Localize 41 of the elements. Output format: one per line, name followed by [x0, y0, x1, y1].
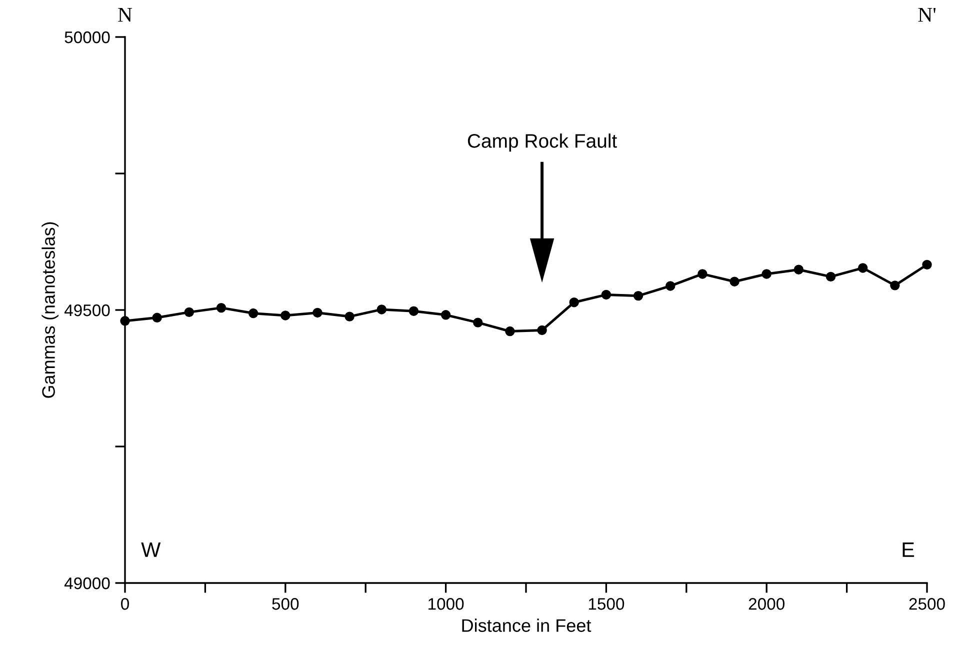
point: [248, 308, 258, 318]
point: [280, 310, 290, 320]
x-tick-label: 1000: [428, 598, 464, 610]
x-tick-label: 500: [272, 598, 299, 610]
y-tick-label: 49000: [64, 577, 110, 590]
point: [666, 281, 676, 291]
point: [312, 308, 322, 318]
point: [216, 302, 226, 313]
point: [344, 312, 354, 322]
x-tick-label: 2000: [748, 598, 784, 610]
point: [826, 272, 836, 282]
x-tick-label: 2500: [909, 598, 945, 610]
point: [730, 276, 740, 286]
point: [473, 318, 483, 328]
point: [408, 306, 419, 316]
point: [762, 269, 772, 279]
y-tick-label: 49500: [64, 304, 110, 316]
point: [890, 280, 900, 290]
text: N: [118, 8, 132, 22]
x-axis-title: Distance in Feet: [462, 618, 592, 632]
x-tick-label: 1500: [588, 598, 624, 610]
point: [922, 260, 932, 270]
annotation: E: [902, 542, 914, 557]
point: [152, 312, 162, 323]
point: [601, 290, 612, 300]
y-tick-label: 50000: [64, 31, 110, 44]
point: [537, 325, 547, 336]
point: [440, 310, 451, 320]
point: [376, 304, 386, 314]
annotation: Camp Rock Fault: [468, 134, 617, 152]
y-axis-title: Gammas (nanoteslas): [42, 222, 59, 398]
point: [633, 290, 644, 301]
x-tick-label: 0: [121, 598, 129, 610]
point: [505, 326, 515, 336]
point: [794, 264, 804, 274]
point: [858, 263, 868, 273]
text: N': [918, 8, 936, 22]
point: [184, 307, 194, 318]
point: [698, 269, 708, 279]
annotation: W: [141, 542, 161, 557]
point: [569, 297, 579, 308]
